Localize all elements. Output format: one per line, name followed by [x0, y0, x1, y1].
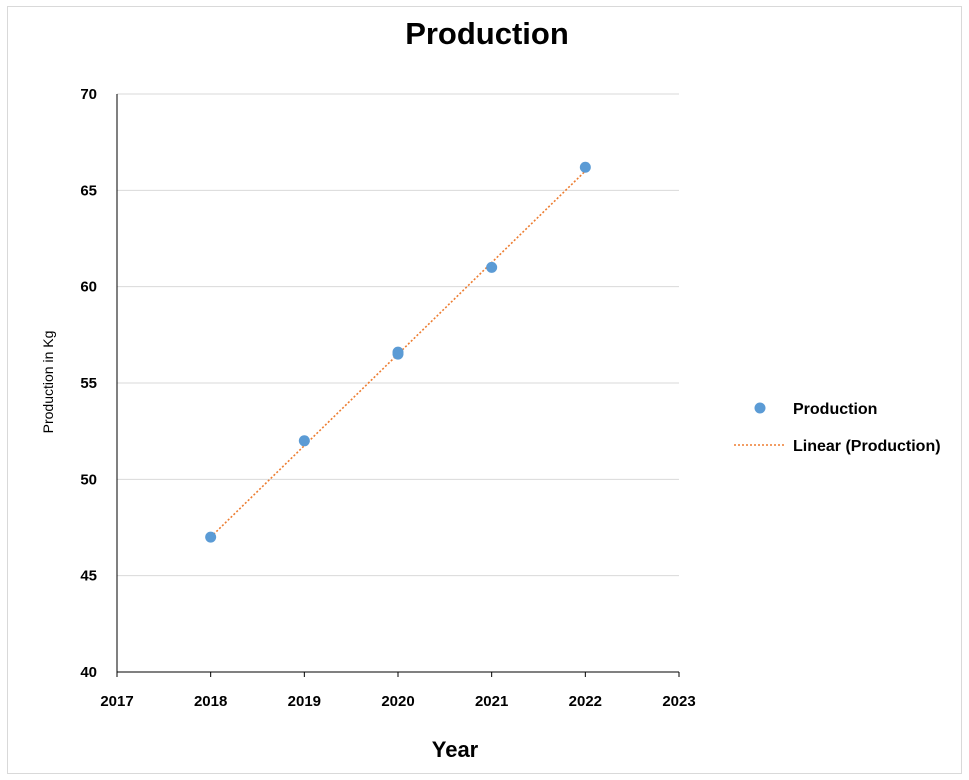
x-tick-label-5: 2022	[569, 693, 602, 710]
y-tick-label-5: 65	[80, 182, 97, 199]
legend: Production Linear (Production)	[734, 401, 941, 455]
data-point-3	[392, 346, 404, 358]
y-tick-label-3: 55	[80, 375, 97, 392]
x-tick-label-3: 2020	[381, 693, 414, 710]
legend-label-production: Production	[793, 401, 877, 418]
data-point-5	[579, 161, 591, 173]
y-tick-label-1: 45	[80, 568, 97, 585]
gridlines	[117, 93, 679, 577]
x-tick-label-4: 2021	[475, 693, 508, 710]
data-point-0	[205, 531, 217, 543]
y-tick-label-0: 40	[80, 664, 97, 681]
data-point-1	[298, 435, 310, 447]
y-tick-label-4: 60	[80, 279, 97, 296]
legend-marker-production	[754, 402, 766, 414]
y-tick-labels: 40 45 50 55 60 65 70	[80, 86, 97, 681]
y-axis-title: Production in Kg	[40, 331, 56, 434]
x-axis-title: Year	[432, 737, 479, 762]
x-tick-label-1: 2018	[194, 693, 227, 710]
x-tick-label-0: 2017	[100, 693, 133, 710]
axes	[116, 94, 680, 677]
x-tick-label-6: 2023	[662, 693, 695, 710]
y-tick-label-2: 50	[80, 471, 97, 488]
chart-title: Production	[405, 16, 569, 51]
y-tick-label-6: 70	[80, 86, 97, 103]
points-layer	[205, 161, 591, 543]
data-point-4	[486, 261, 498, 273]
legend-label-linear: Linear (Production)	[793, 438, 941, 455]
x-tick-labels: 2017 2018 2019 2020 2021 2022 2023	[100, 693, 695, 710]
chart-frame	[7, 6, 962, 774]
x-tick-label-2: 2019	[288, 693, 321, 710]
